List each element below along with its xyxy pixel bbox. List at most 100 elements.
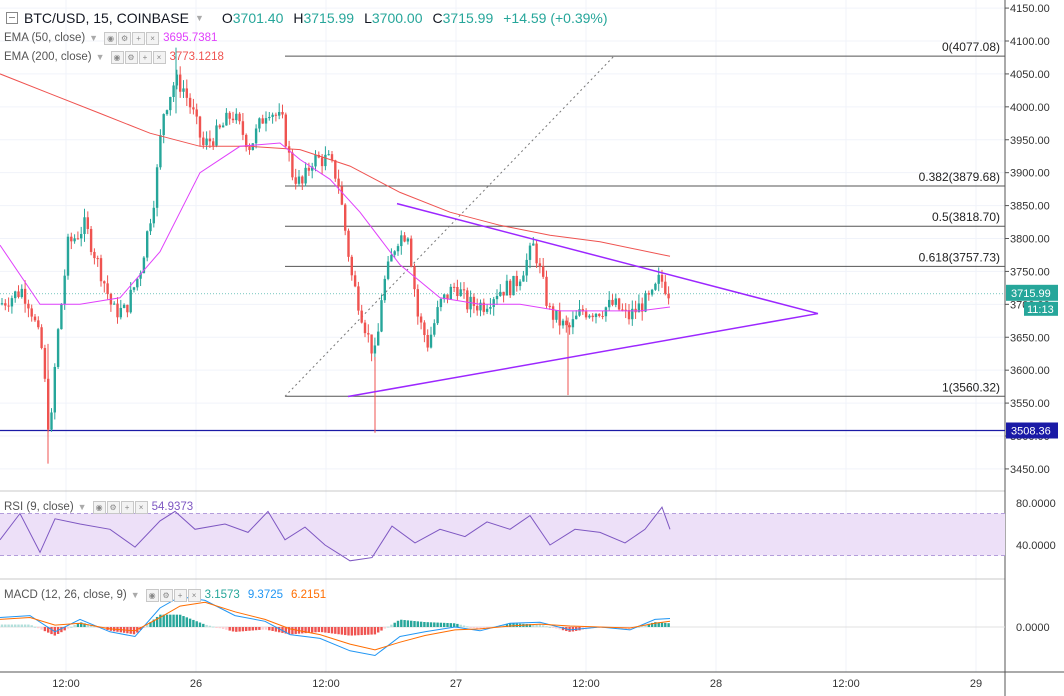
chevron-down-icon[interactable]: ▼ [95, 52, 105, 62]
candle-body [89, 228, 93, 252]
macd-histogram-bar [93, 626, 96, 628]
macd-histogram-bar [650, 622, 654, 627]
ema200-legend[interactable]: EMA (200, close) ▼ ◉ ⚙ + × 3773.1218 [4, 49, 224, 65]
fibonacci-retracement[interactable]: 0(4077.08) 0.382(3879.68) 0.5(3818.70) 0.61… [284, 40, 1005, 397]
macd-histogram-bar [278, 627, 281, 633]
visibility-icon[interactable]: ◉ [92, 500, 106, 514]
candle-body [353, 275, 357, 287]
macd-line [0, 596, 671, 657]
time-tick-label: 12:00 [572, 678, 600, 690]
macd-histogram-bar [155, 616, 159, 627]
candle-body [588, 315, 591, 318]
candle-body [281, 111, 284, 115]
rsi-pane[interactable] [0, 506, 1005, 562]
candle-body [212, 141, 215, 146]
macd-histogram-bar [7, 624, 10, 627]
candle-body [23, 288, 27, 304]
candle-body [56, 329, 60, 367]
candle-body [598, 313, 601, 316]
chevron-down-icon[interactable]: ▼ [130, 590, 140, 600]
chevron-down-icon[interactable]: ▼ [194, 13, 204, 23]
macd-histogram-bar [27, 624, 30, 627]
settings-icon[interactable]: ⚙ [124, 50, 138, 64]
candle-body [179, 74, 182, 92]
settings-icon[interactable]: ⚙ [159, 588, 173, 602]
candle-body [400, 235, 403, 247]
close-icon[interactable]: × [152, 50, 166, 64]
settings-icon[interactable]: ⚙ [106, 500, 120, 514]
visibility-icon[interactable]: ◉ [145, 588, 159, 602]
rsi-tick-label: 40.0000 [1016, 540, 1056, 552]
collapse-icon[interactable] [6, 12, 18, 24]
candle-body [545, 276, 548, 306]
macd-histogram-bar [281, 627, 284, 633]
macd-histogram-bar [449, 623, 452, 627]
candle-body [489, 307, 492, 309]
candle-body [169, 97, 172, 111]
macd-histogram-bar [512, 623, 515, 627]
macd-histogram-bar [535, 624, 538, 627]
candle-body [551, 306, 555, 320]
macd-histogram-bar [410, 620, 413, 627]
price-pane[interactable] [0, 47, 1005, 464]
close-icon[interactable]: × [146, 31, 160, 45]
macd-histogram-bar [542, 625, 545, 627]
candle-body [621, 309, 624, 311]
candle-body [555, 310, 558, 320]
macd-label: MACD (12, 26, close, 9) [4, 589, 127, 601]
candle-body [363, 322, 367, 334]
macd-histogram-bar [429, 622, 433, 627]
macd-histogram-bar [221, 627, 225, 630]
candle-body [40, 327, 43, 349]
visibility-icon[interactable]: ◉ [110, 50, 124, 64]
rsi-line [0, 506, 671, 562]
candle-body [509, 280, 512, 296]
chevron-down-icon[interactable]: ▼ [77, 502, 87, 512]
macd-histogram-bar [96, 627, 99, 628]
close-icon[interactable]: × [187, 588, 201, 602]
visibility-icon[interactable]: ◉ [104, 31, 118, 45]
macd-histogram-bar [396, 620, 400, 627]
macd-legend[interactable]: MACD (12, 26, close, 9) ▼ ◉ ⚙ + × 3.1573 9.… [4, 587, 326, 603]
more-icon[interactable]: + [120, 500, 134, 514]
macd-histogram-bar [205, 624, 208, 627]
macd-histogram-bar [446, 622, 449, 627]
candle-body [357, 286, 360, 311]
macd-histogram-bar [245, 627, 248, 632]
macd-histogram-bar [86, 624, 89, 627]
macd-histogram-bar [264, 627, 268, 630]
ema50-legend[interactable]: EMA (50, close) ▼ ◉ ⚙ + × 3695.7381 [4, 30, 217, 46]
settings-icon[interactable]: ⚙ [118, 31, 132, 45]
ema50-line [0, 142, 671, 312]
macd-histogram-bar [462, 625, 466, 627]
candle-body [466, 290, 469, 310]
macd-histogram-bar [327, 627, 330, 634]
macd-pane[interactable] [0, 596, 1005, 657]
close-icon[interactable]: × [134, 500, 148, 514]
candle-body [380, 300, 383, 332]
candle-body [657, 274, 660, 284]
more-icon[interactable]: + [138, 50, 152, 64]
more-icon[interactable]: + [132, 31, 146, 45]
candle-body [218, 125, 221, 128]
candle-body [304, 167, 307, 184]
candle-body [33, 316, 37, 321]
candle-body [337, 178, 340, 187]
chevron-down-icon[interactable]: ▼ [89, 33, 99, 43]
macd-histogram-bar [89, 625, 93, 627]
rsi-legend[interactable]: RSI (9, close) ▼ ◉ ⚙ + × 54.9373 [4, 499, 193, 515]
macd-histogram-bar [400, 619, 403, 627]
candle-body [505, 280, 509, 296]
candle-body [185, 88, 188, 98]
macd-histogram-bar [139, 627, 142, 630]
symbol-title[interactable]: BTC/USD, 15, COINBASE [24, 10, 189, 26]
candle-body [96, 258, 99, 260]
candle-body [53, 366, 56, 413]
macd-histogram-bar [261, 627, 264, 630]
candle-body [426, 335, 429, 348]
macd-histogram-bar [509, 623, 512, 627]
macd-histogram-bar [182, 616, 185, 627]
candle-body [119, 307, 122, 318]
more-icon[interactable]: + [173, 588, 187, 602]
